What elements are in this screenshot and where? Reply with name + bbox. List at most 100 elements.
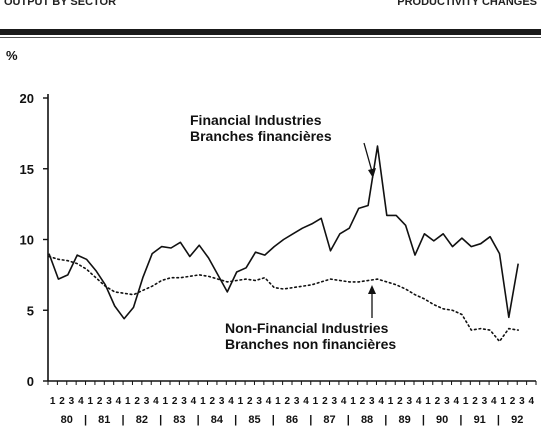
x-year-label: 91 — [474, 414, 486, 426]
x-quarter-label: 1 — [275, 396, 281, 407]
x-quarter-label: 1 — [463, 396, 469, 407]
x-year-label: 90 — [436, 414, 448, 426]
x-quarter-label: 3 — [219, 396, 225, 407]
x-year-separator: | — [159, 414, 162, 426]
y-axis-label: % — [6, 48, 18, 63]
x-quarter-label: 4 — [491, 396, 497, 407]
x-quarter-label: 4 — [266, 396, 272, 407]
x-quarter-label: 1 — [350, 396, 356, 407]
x-year-label: 87 — [323, 414, 335, 426]
x-quarter-label: 3 — [69, 396, 75, 407]
x-year-label: 85 — [248, 414, 260, 426]
series-layer — [48, 145, 520, 343]
x-quarter-label: 4 — [191, 396, 197, 407]
x-quarter-label: 3 — [144, 396, 150, 407]
x-quarter-label: 2 — [397, 396, 403, 407]
x-quarter-label: 4 — [529, 396, 535, 407]
non-financial-annotation-arrowhead — [368, 285, 376, 294]
financial-series-line — [48, 145, 519, 320]
x-quarter-label: 3 — [331, 396, 337, 407]
x-quarter-label: 1 — [50, 396, 56, 407]
x-quarter-label: 2 — [209, 396, 215, 407]
header-rule — [0, 29, 541, 35]
x-quarter-label: 2 — [435, 396, 441, 407]
y-tick-label: 15 — [20, 162, 34, 177]
header-left-text: OUTPUT BY SECTOR — [4, 0, 117, 8]
x-quarter-label: 2 — [322, 396, 328, 407]
x-year-label: 84 — [211, 414, 224, 426]
financial-annotation-line2: Branches financières — [190, 128, 332, 144]
non-financial-series-line — [48, 255, 520, 343]
x-quarter-label: 1 — [125, 396, 131, 407]
x-quarter-label: 2 — [134, 396, 140, 407]
x-year-separator: | — [122, 414, 125, 426]
x-quarter-label: 1 — [500, 396, 506, 407]
x-quarter-label: 1 — [87, 396, 93, 407]
x-quarter-label: 2 — [97, 396, 103, 407]
x-quarter-label: 3 — [444, 396, 450, 407]
x-year-label: 82 — [136, 414, 148, 426]
x-quarter-label: 3 — [181, 396, 187, 407]
x-quarter-label: 4 — [153, 396, 159, 407]
x-quarter-label: 2 — [472, 396, 478, 407]
header-rule-thin — [0, 37, 541, 38]
y-tick-label: 0 — [27, 374, 34, 389]
x-quarter-label: 3 — [407, 396, 413, 407]
x-quarter-label: 2 — [247, 396, 253, 407]
x-quarter-label: 3 — [369, 396, 375, 407]
y-ticks: 0 5 10 15 20 — [20, 91, 48, 389]
x-quarter-label: 4 — [78, 396, 84, 407]
x-quarter-label: 1 — [238, 396, 244, 407]
non-financial-annotation-line2: Branches non financières — [225, 336, 396, 352]
x-quarter-label: 1 — [313, 396, 319, 407]
y-tick-label: 20 — [20, 91, 34, 106]
x-year-label: 80 — [61, 414, 73, 426]
non-financial-annotation-line1: Non-Financial Industries — [225, 320, 389, 336]
x-quarter-label: 1 — [163, 396, 169, 407]
x-quarter-label: 4 — [303, 396, 309, 407]
x-year-separator: | — [197, 414, 200, 426]
y-tick-label: 10 — [20, 233, 34, 248]
x-quarter-label: 3 — [519, 396, 525, 407]
x-quarter-label: 2 — [59, 396, 65, 407]
x-quarter-label: 3 — [256, 396, 262, 407]
x-year-separator: | — [384, 414, 387, 426]
x-year-separator: | — [347, 414, 350, 426]
x-quarter-label: 4 — [116, 396, 122, 407]
x-quarter-label: 2 — [285, 396, 291, 407]
x-year-separator: | — [309, 414, 312, 426]
financial-annotation-line1: Financial Industries — [190, 112, 322, 128]
x-quarter-label: 2 — [510, 396, 516, 407]
x-year-label: 89 — [398, 414, 410, 426]
x-quarter-label: 3 — [106, 396, 112, 407]
x-quarter-label: 1 — [425, 396, 431, 407]
x-year-separator: | — [459, 414, 462, 426]
x-year-label: 81 — [98, 414, 110, 426]
x-year-separator: | — [234, 414, 237, 426]
x-quarter-label: 4 — [341, 396, 347, 407]
header-right-text: PRODUCTIVITY CHANGES — [397, 0, 537, 8]
x-quarter-label: 3 — [482, 396, 488, 407]
x-quarter-label: 4 — [228, 396, 234, 407]
x-year-separator: | — [497, 414, 500, 426]
x-quarter-label: 1 — [200, 396, 206, 407]
x-quarter-label: 1 — [388, 396, 394, 407]
financial-annotation-arrowhead — [368, 168, 376, 178]
x-year-separator: | — [84, 414, 87, 426]
x-year-separator: | — [272, 414, 275, 426]
y-tick-label: 5 — [27, 303, 34, 318]
x-year-label: 83 — [173, 414, 185, 426]
x-quarter-label: 2 — [172, 396, 178, 407]
x-year-label: 86 — [286, 414, 298, 426]
x-year-label: 88 — [361, 414, 373, 426]
x-year-separator: | — [422, 414, 425, 426]
x-quarter-label: 4 — [453, 396, 459, 407]
x-quarter-label: 4 — [416, 396, 422, 407]
x-quarter-label: 2 — [360, 396, 366, 407]
x-quarter-label: 4 — [378, 396, 384, 407]
x-year-label: 92 — [511, 414, 523, 426]
x-quarter-label: 3 — [294, 396, 300, 407]
